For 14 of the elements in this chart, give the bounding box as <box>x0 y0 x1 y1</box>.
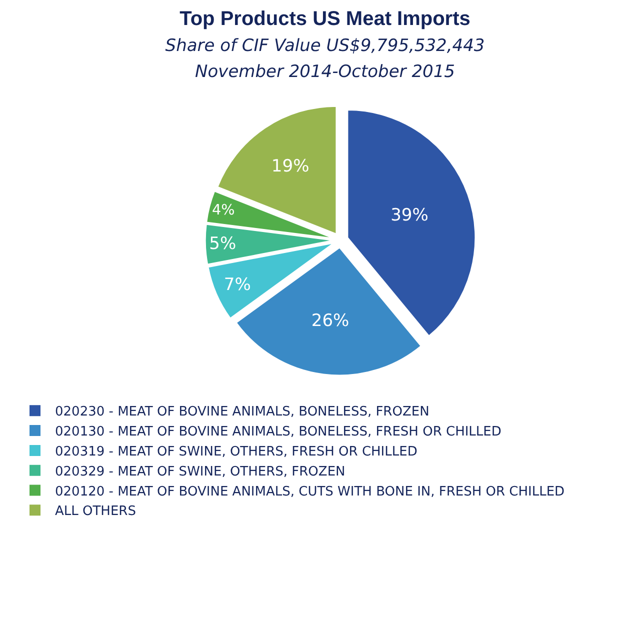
legend-label: 020130 - MEAT OF BOVINE ANIMALS, BONELESS, FRESH OR CHILLED <box>55 424 502 440</box>
data-label: 39% <box>390 205 428 226</box>
data-label: 7% <box>224 274 251 295</box>
chart-subtitle: Share of CIF Value US$9,795,532,443 November 2014-October 2015 <box>165 36 485 82</box>
legend-label: 020120 - MEAT OF BOVINE ANIMALS, CUTS WITH BONE IN, FRESH OR CHILLED <box>55 484 565 500</box>
data-label: 4% <box>212 202 235 218</box>
data-label: 19% <box>271 156 310 176</box>
data-label: 26% <box>311 310 350 331</box>
legend-label: ALL OTHERS <box>55 504 136 520</box>
legend-label: 020329 - MEAT OF SWINE, OTHERS, FROZEN <box>55 464 346 480</box>
legend-label: 020319 - MEAT OF SWINE, OTHERS, FRESH OR CHILLED <box>55 444 418 460</box>
chart-title: Top Products US Meat Imports <box>180 8 470 30</box>
data-label: 5% <box>209 234 236 254</box>
legend-label: 020230 - MEAT OF BOVINE ANIMALS, BONELESS, FROZEN <box>55 404 430 420</box>
